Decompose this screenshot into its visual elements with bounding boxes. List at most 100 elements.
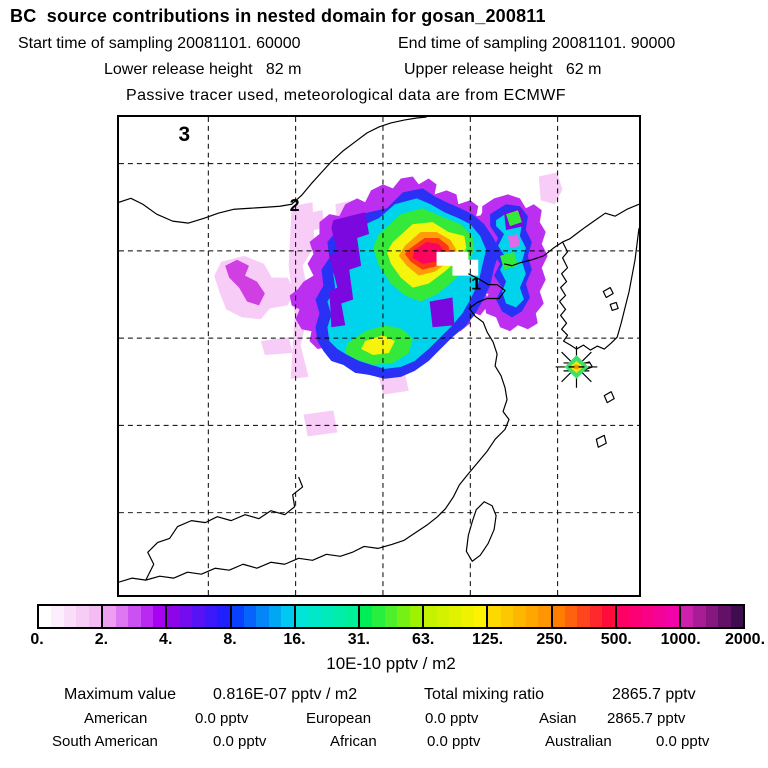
colorbar-cell (666, 606, 679, 627)
contour-pale-spot-5 (303, 410, 338, 437)
colorbar-segment-6 (422, 606, 487, 627)
colorbar-segment-5 (357, 606, 423, 627)
contour-white-bay-cutout (436, 251, 479, 276)
colorbar-cell (629, 606, 642, 627)
start-time-label: Start time of sampling 20081101. 60000 (18, 35, 301, 52)
colorbar-tick: 1000. (660, 631, 701, 648)
colorbar-cell (115, 606, 129, 627)
colorbar-cell (397, 606, 410, 627)
contour-pale-spot-1 (300, 210, 325, 233)
colorbar-cell (693, 606, 706, 627)
region-value-american: 0.0 pptv (195, 710, 249, 727)
end-time-label: End time of sampling 20081101. 90000 (398, 35, 676, 52)
colorbar-cell (333, 606, 346, 627)
colorbar-unit-label: 10E-10 pptv / m2 (326, 654, 456, 673)
contour-magenta-cell (508, 234, 520, 248)
colorbar-cell (680, 606, 694, 627)
domain-label-1: 1 (471, 274, 481, 294)
colorbar-cell (140, 606, 153, 627)
colorbar-cell (167, 606, 180, 627)
colorbar-tick: 4. (159, 631, 173, 648)
colorbar-tick: 31. (347, 631, 370, 648)
receptor-star-icon (555, 346, 598, 388)
contour-violet-pocket-1 (329, 212, 370, 328)
colorbar-cell (525, 606, 539, 627)
colorbar-tick: 2. (94, 631, 109, 648)
colorbar-cell (602, 606, 615, 627)
total-ratio-value: 2865.7 pptv (612, 686, 696, 703)
region-value-european: 0.0 pptv (425, 710, 479, 727)
colorbar-tick: 2000. (724, 631, 766, 648)
colorbar-cell (76, 606, 89, 627)
colorbar-cell (128, 606, 141, 627)
colorbar-cell (500, 606, 514, 627)
coastline-korea-coast (559, 227, 639, 351)
colorbar-tick: 63. (412, 631, 435, 648)
region-label-american: American (84, 710, 148, 727)
coastline-russia-coast (562, 203, 639, 243)
colorbar-cell (730, 606, 744, 627)
colorbar-tick: 16. (283, 631, 306, 648)
page-title: BC source contributions in nested domain… (10, 6, 546, 26)
max-value-label: Maximum value (64, 686, 177, 703)
colorbar-cell (449, 606, 462, 627)
colorbar-cell (281, 606, 294, 627)
colorbar-cell (372, 606, 385, 627)
max-value: 0.816E-07 pptv / m2 (213, 686, 358, 703)
colorbar-cell (705, 606, 719, 627)
colorbar-cell (320, 606, 334, 627)
coastline-yalu-border (503, 241, 563, 267)
lower-release-label: Lower release height 82 m (104, 61, 302, 78)
region-value-african: 0.0 pptv (427, 733, 481, 750)
contour-pale-spot-3 (538, 172, 563, 205)
colorbar-cell (641, 606, 654, 627)
colorbar-cell (88, 606, 102, 627)
tracer-note: Passive tracer used, meteorological data… (126, 87, 566, 104)
colorbar-cell (409, 606, 423, 627)
colorbar-tick: 500. (600, 631, 632, 648)
coastline-north-border (119, 117, 427, 224)
colorbar-segment-3 (229, 606, 294, 627)
colorbar-cell (577, 606, 590, 627)
contour-magenta-hook (225, 259, 265, 306)
colorbar-tick: 250. (536, 631, 568, 648)
colorbar-tick-labels: 0. 2. 4. 8. 16. 31. 63. 125. 250. 500. 1000. 2000. (30, 631, 765, 651)
colorbar-cell (192, 606, 205, 627)
star-center (574, 364, 579, 369)
island-japan-islet-3 (603, 391, 615, 404)
plume-contours (214, 172, 563, 437)
colorbar-tick: 8. (223, 631, 237, 648)
contour-violet-pocket-2 (429, 297, 455, 328)
colorbar-cell (564, 606, 578, 627)
colorbar-segment-2 (165, 606, 230, 627)
contour-yellow-lower (361, 335, 395, 356)
colorbar-cell (268, 606, 282, 627)
colorbar-cell (231, 606, 244, 627)
coastline-inland-border (145, 476, 304, 581)
colorbar-cell (295, 606, 309, 627)
colorbar-cell (461, 606, 474, 627)
colorbar-cell (204, 606, 218, 627)
colorbar-cell (436, 606, 449, 627)
colorbar-cell (63, 606, 77, 627)
colorbar (37, 604, 745, 629)
colorbar-cell (244, 606, 257, 627)
coastlines (119, 117, 639, 583)
colorbar-cell (473, 606, 487, 627)
colorbar-cell (552, 606, 565, 627)
colorbar-cell (538, 606, 551, 627)
colorbar-segment-10 (678, 606, 744, 627)
island-japan-islet-1 (602, 286, 614, 299)
region-label-asian: Asian (539, 710, 577, 727)
colorbar-cell (345, 606, 358, 627)
colorbar-segment-7 (486, 606, 551, 627)
colorbar-cell (152, 606, 166, 627)
colorbar-cell (488, 606, 501, 627)
colorbar-segment-9 (614, 606, 679, 627)
colorbar-cell (424, 606, 437, 627)
region-value-australian: 0.0 pptv (656, 733, 710, 750)
colorbar-segment-8 (550, 606, 615, 627)
contour-green-spot-2 (506, 210, 522, 227)
colorbar-cell (51, 606, 64, 627)
